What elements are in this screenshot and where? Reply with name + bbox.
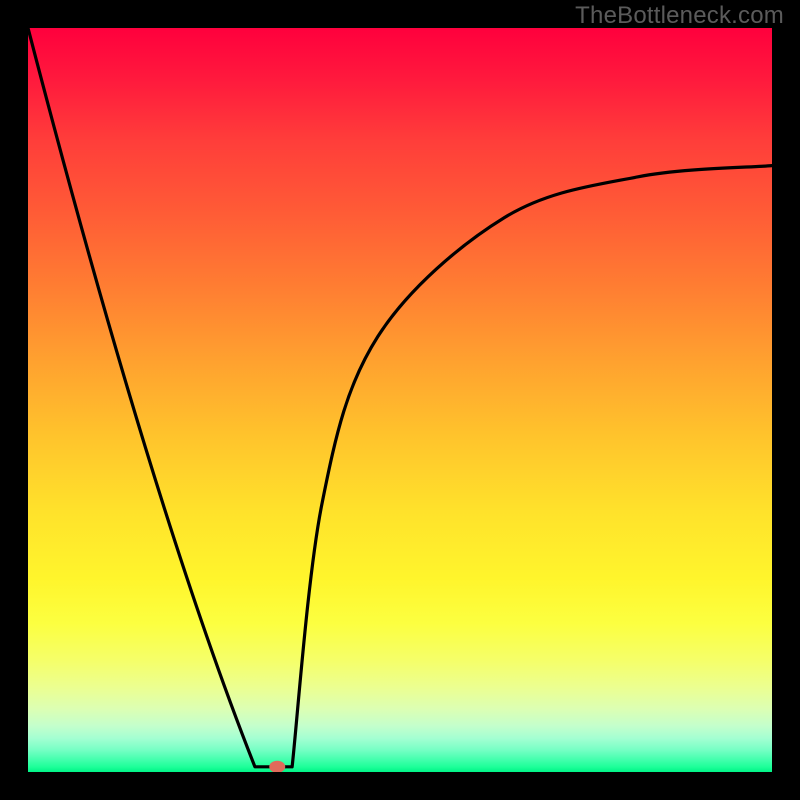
bottleneck-curve [28,28,772,767]
watermark-text: TheBottleneck.com [575,2,784,30]
plot-area [28,28,772,772]
chart-container: TheBottleneck.com [0,0,800,800]
minimum-marker [269,761,285,772]
curve-layer [28,28,772,772]
